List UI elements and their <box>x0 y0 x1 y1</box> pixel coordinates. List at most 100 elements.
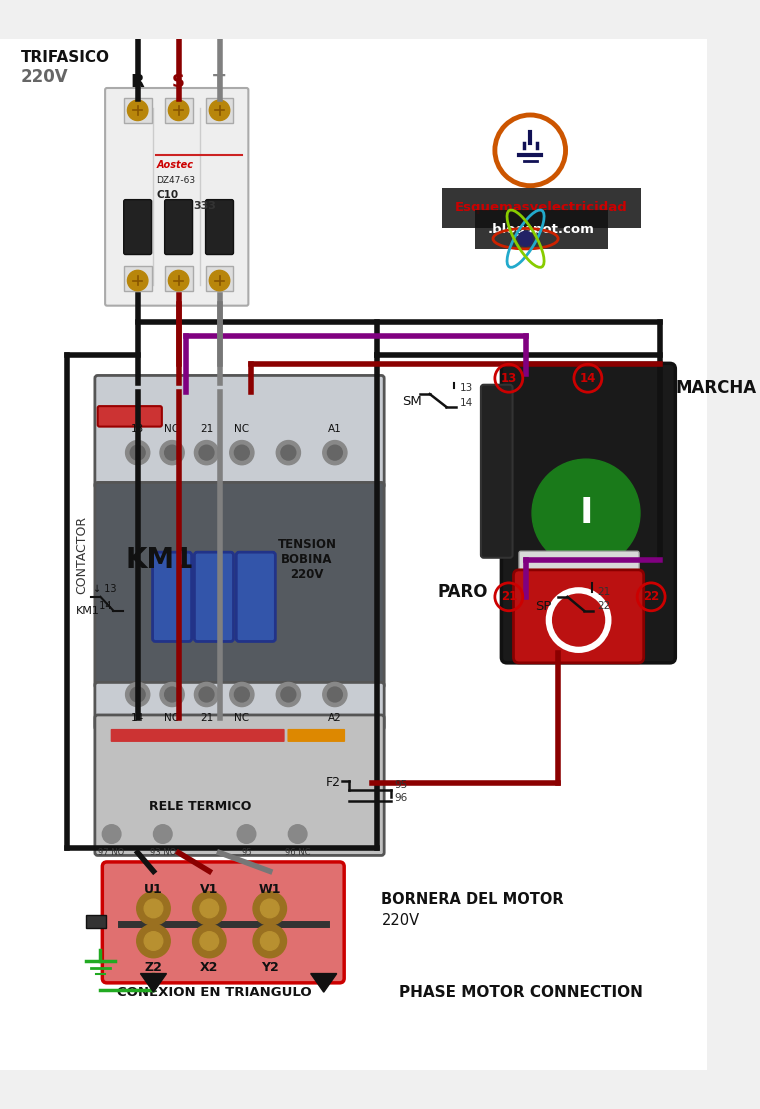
Text: NC: NC <box>234 424 249 434</box>
FancyBboxPatch shape <box>124 99 152 123</box>
Polygon shape <box>311 974 337 993</box>
FancyBboxPatch shape <box>165 266 192 291</box>
FancyBboxPatch shape <box>205 200 233 254</box>
Circle shape <box>518 232 533 246</box>
Text: 22: 22 <box>643 590 659 603</box>
Circle shape <box>234 445 249 460</box>
Circle shape <box>253 892 287 925</box>
Circle shape <box>130 688 145 702</box>
Text: SP: SP <box>535 600 551 612</box>
Text: PARO: PARO <box>437 583 488 601</box>
FancyBboxPatch shape <box>98 406 162 427</box>
Text: 14: 14 <box>131 713 144 723</box>
Text: I: I <box>579 496 593 530</box>
FancyBboxPatch shape <box>95 376 384 488</box>
Text: 333: 333 <box>193 202 216 212</box>
Text: 21: 21 <box>501 590 517 603</box>
Circle shape <box>195 440 219 465</box>
FancyBboxPatch shape <box>111 729 285 742</box>
Circle shape <box>328 688 342 702</box>
Text: .blogspot.com: .blogspot.com <box>488 223 595 236</box>
Text: 97 NO: 97 NO <box>99 848 125 857</box>
Text: 21: 21 <box>597 587 610 597</box>
Text: SM: SM <box>402 395 422 408</box>
Circle shape <box>169 271 188 291</box>
FancyBboxPatch shape <box>514 570 644 663</box>
FancyBboxPatch shape <box>95 482 384 688</box>
FancyBboxPatch shape <box>153 552 192 641</box>
Text: TRIFASICO: TRIFASICO <box>21 50 109 64</box>
Text: U1: U1 <box>144 884 163 896</box>
Text: 95: 95 <box>394 780 407 790</box>
Text: Esquemasyelectricidad: Esquemasyelectricidad <box>455 202 628 214</box>
Text: Y2: Y2 <box>261 962 279 975</box>
Text: C10: C10 <box>157 191 179 201</box>
Text: PHASE MOTOR CONNECTION: PHASE MOTOR CONNECTION <box>399 985 643 999</box>
FancyBboxPatch shape <box>205 99 233 123</box>
FancyBboxPatch shape <box>86 915 106 928</box>
Circle shape <box>195 682 219 706</box>
Circle shape <box>144 899 163 918</box>
Text: 13: 13 <box>131 424 144 434</box>
Text: Aostec: Aostec <box>157 160 193 170</box>
Text: 13: 13 <box>501 372 517 385</box>
Circle shape <box>192 924 226 958</box>
Circle shape <box>125 682 150 706</box>
Circle shape <box>237 825 256 843</box>
Text: CONTACTOR: CONTACTOR <box>75 516 88 594</box>
Text: 14: 14 <box>580 372 596 385</box>
Circle shape <box>192 892 226 925</box>
Circle shape <box>103 825 121 843</box>
Circle shape <box>253 924 287 958</box>
FancyBboxPatch shape <box>205 266 233 291</box>
Text: KM1: KM1 <box>125 546 194 573</box>
Text: R: R <box>131 73 144 91</box>
Text: ↓ 13: ↓ 13 <box>93 584 116 594</box>
Text: 96: 96 <box>394 793 407 803</box>
Circle shape <box>261 899 279 918</box>
Circle shape <box>234 688 249 702</box>
Circle shape <box>199 688 214 702</box>
Text: KM1: KM1 <box>76 606 100 615</box>
Circle shape <box>230 440 254 465</box>
FancyBboxPatch shape <box>165 200 192 254</box>
Text: 14: 14 <box>93 601 112 611</box>
Circle shape <box>281 445 296 460</box>
Circle shape <box>323 440 347 465</box>
Circle shape <box>165 445 179 460</box>
Text: MARCHA: MARCHA <box>676 378 756 397</box>
Circle shape <box>128 100 148 121</box>
Text: A1: A1 <box>328 424 342 434</box>
Text: 93 NO: 93 NO <box>150 848 176 857</box>
Polygon shape <box>141 974 166 993</box>
Circle shape <box>137 892 170 925</box>
Text: NO: NO <box>164 713 180 723</box>
Text: RELE TERMICO: RELE TERMICO <box>149 800 252 813</box>
Circle shape <box>209 271 230 291</box>
FancyBboxPatch shape <box>287 729 345 742</box>
FancyBboxPatch shape <box>519 551 639 576</box>
Text: 220V: 220V <box>21 69 68 87</box>
Text: NO: NO <box>164 424 180 434</box>
Circle shape <box>281 688 296 702</box>
Text: 13: 13 <box>460 384 473 394</box>
Circle shape <box>128 271 148 291</box>
Text: 14: 14 <box>460 398 473 408</box>
Circle shape <box>154 825 172 843</box>
Text: BORNERA DEL MOTOR: BORNERA DEL MOTOR <box>382 892 564 907</box>
FancyBboxPatch shape <box>165 99 192 123</box>
Circle shape <box>323 682 347 706</box>
Circle shape <box>130 445 145 460</box>
Text: W1: W1 <box>258 884 281 896</box>
Circle shape <box>137 924 170 958</box>
Circle shape <box>261 932 279 950</box>
Text: NC: NC <box>234 713 249 723</box>
Text: S: S <box>172 73 185 91</box>
FancyBboxPatch shape <box>195 552 233 641</box>
Circle shape <box>199 445 214 460</box>
FancyBboxPatch shape <box>481 385 512 558</box>
Text: 220V: 220V <box>382 913 420 928</box>
Text: 96 NC: 96 NC <box>285 848 310 857</box>
Text: DZ47-63: DZ47-63 <box>157 176 195 185</box>
FancyBboxPatch shape <box>124 200 152 254</box>
